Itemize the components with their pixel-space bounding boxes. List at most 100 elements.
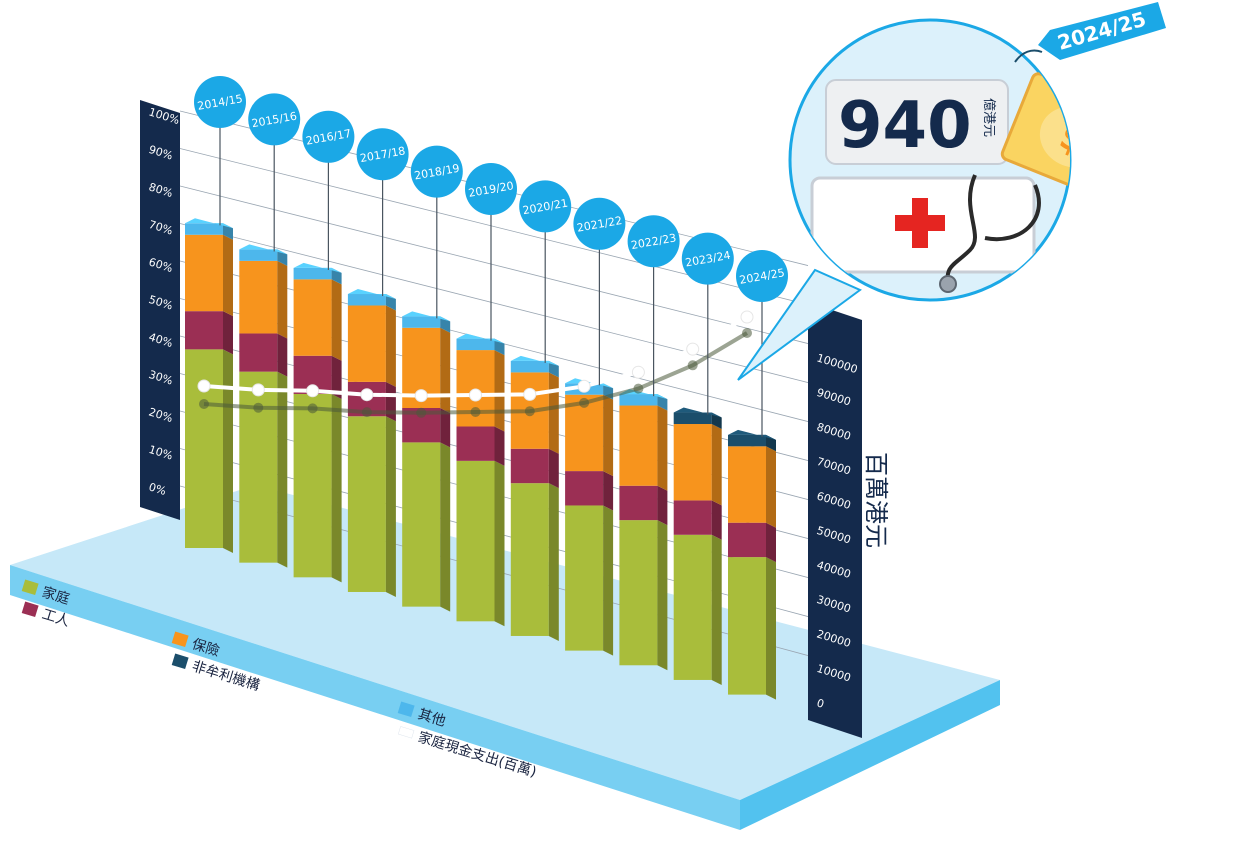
bar-segment-side xyxy=(331,393,342,583)
year-bubble-circle xyxy=(302,110,355,163)
cash-expenditure-line xyxy=(197,310,754,418)
bar-segment xyxy=(456,460,495,622)
bar-top-cap xyxy=(293,262,342,273)
year-bubble-circle xyxy=(356,128,409,181)
right-axis-title: 百萬港元 xyxy=(862,452,890,548)
bar-segment-side xyxy=(548,448,559,489)
bar-segment-side xyxy=(331,355,342,399)
stethoscope-chest-piece xyxy=(939,275,957,293)
bar-segment-side xyxy=(385,381,396,422)
hand-icon xyxy=(1094,69,1243,180)
line-shadow-point xyxy=(470,407,481,417)
year-tag-label: 2024/25 xyxy=(1055,7,1149,55)
bar-segment xyxy=(619,394,658,406)
bar-segment-side xyxy=(277,333,288,377)
bar-2015/16 xyxy=(239,244,288,568)
svg-text:工人: 工人 xyxy=(40,606,71,629)
red-cross-icon xyxy=(895,198,945,248)
year-bubble-circle xyxy=(465,163,517,215)
bar-segment xyxy=(239,249,278,261)
right-axis: 0100002000030000400005000060000700008000… xyxy=(808,302,890,738)
svg-text:其他: 其他 xyxy=(416,706,447,729)
year-bubble-circle xyxy=(248,93,301,146)
bar-segment-side xyxy=(494,426,505,466)
bar-segment xyxy=(565,471,604,506)
bar-segment-side xyxy=(440,408,451,448)
line-shadow-point xyxy=(579,397,590,408)
bar-segment xyxy=(673,500,712,535)
bar-segment xyxy=(510,483,549,636)
bar-2023/24 xyxy=(673,407,722,685)
bar-segment xyxy=(185,311,223,350)
bar-segment xyxy=(185,223,223,235)
callout-pointer xyxy=(737,268,862,381)
bar-segment xyxy=(293,279,332,356)
bar-segment xyxy=(728,434,766,447)
bar-segment xyxy=(673,412,712,425)
bar-top-cap xyxy=(239,244,288,255)
year-bubble: 2022/23 xyxy=(627,215,680,397)
bar-segment xyxy=(347,305,386,382)
line-point xyxy=(631,365,645,379)
line-shadow-point xyxy=(633,383,644,394)
bar-segment xyxy=(619,520,658,666)
bar-segment xyxy=(619,485,658,521)
year-bubble: 2024/25 xyxy=(736,250,788,437)
bar-segment xyxy=(347,294,386,306)
bar-segment xyxy=(402,316,441,328)
left-axis-panel xyxy=(140,100,180,520)
bar-segment-side xyxy=(603,505,614,656)
bar-segment-side xyxy=(440,327,451,414)
line-shadow-point xyxy=(307,403,318,414)
bar-segment-side xyxy=(494,460,505,627)
bar-2022/23 xyxy=(619,389,668,671)
bar-segment-side xyxy=(711,500,722,540)
legend-item-insurance: 保險 xyxy=(171,631,221,660)
bar-segment-side xyxy=(223,311,233,355)
bar-segment xyxy=(347,416,386,592)
bar-2016/17 xyxy=(293,262,342,583)
left-axis-tick: 0% xyxy=(147,480,167,498)
bar-segment xyxy=(565,505,604,651)
year-bubbles: 2014/152015/162016/172017/182018/192019/… xyxy=(194,76,788,437)
bar-segment xyxy=(456,426,495,461)
year-bubble-circle xyxy=(681,232,734,285)
bar-top-cap xyxy=(402,311,451,322)
svg-text:保險: 保險 xyxy=(190,636,221,659)
year-bubble-circle xyxy=(627,215,680,268)
bars xyxy=(185,218,776,700)
year-bubble: 2023/24 xyxy=(681,232,734,415)
bar-segment-side xyxy=(548,483,559,641)
bar-segment-side xyxy=(385,305,396,387)
bar-2020/21 xyxy=(510,355,559,641)
stethoscope-icon xyxy=(945,174,1041,286)
bar-segment xyxy=(728,557,766,695)
year-bubble-circle xyxy=(410,145,463,198)
line-point xyxy=(414,389,428,403)
amount-panel xyxy=(825,79,1009,165)
line-shadow-point xyxy=(199,399,209,409)
bar-top-cap xyxy=(347,289,396,300)
bar-segment xyxy=(185,349,223,548)
year-bubble: 2019/20 xyxy=(465,163,517,341)
year-bubble: 2016/17 xyxy=(302,110,355,270)
bar-segment xyxy=(619,405,658,486)
line-shadow-point xyxy=(687,360,698,371)
bar-segment-side xyxy=(766,446,776,528)
right-axis-panel xyxy=(808,302,862,738)
bar-segment xyxy=(239,333,278,372)
base-slab-right-face xyxy=(740,680,1000,830)
line-point xyxy=(360,388,374,402)
bar-segment xyxy=(402,442,441,607)
bar-segment-side xyxy=(766,522,776,563)
year-bubble: 2021/22 xyxy=(573,197,626,386)
year-bubble: 2020/21 xyxy=(519,180,572,363)
bar-segment xyxy=(456,338,495,351)
bar-top-cap xyxy=(456,333,505,344)
bar-2018/19 xyxy=(402,311,451,612)
bar-segment xyxy=(728,522,766,558)
left-axis: 0%10%20%30%40%50%60%70%80%90%100% xyxy=(140,100,181,520)
callout: $ 940 億港元 xyxy=(788,18,1243,302)
bar-segment-side xyxy=(657,485,668,526)
